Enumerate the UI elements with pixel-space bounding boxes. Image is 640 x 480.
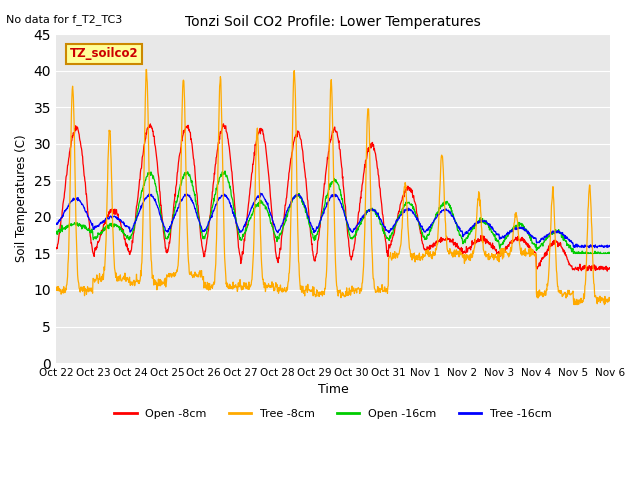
Text: No data for f_T2_TC3: No data for f_T2_TC3 xyxy=(6,14,123,25)
Text: TZ_soilco2: TZ_soilco2 xyxy=(70,48,138,60)
Legend: Open -8cm, Tree -8cm, Open -16cm, Tree -16cm: Open -8cm, Tree -8cm, Open -16cm, Tree -… xyxy=(110,404,556,423)
X-axis label: Time: Time xyxy=(317,384,348,396)
Title: Tonzi Soil CO2 Profile: Lower Temperatures: Tonzi Soil CO2 Profile: Lower Temperatur… xyxy=(185,15,481,29)
Y-axis label: Soil Temperatures (C): Soil Temperatures (C) xyxy=(15,135,28,263)
